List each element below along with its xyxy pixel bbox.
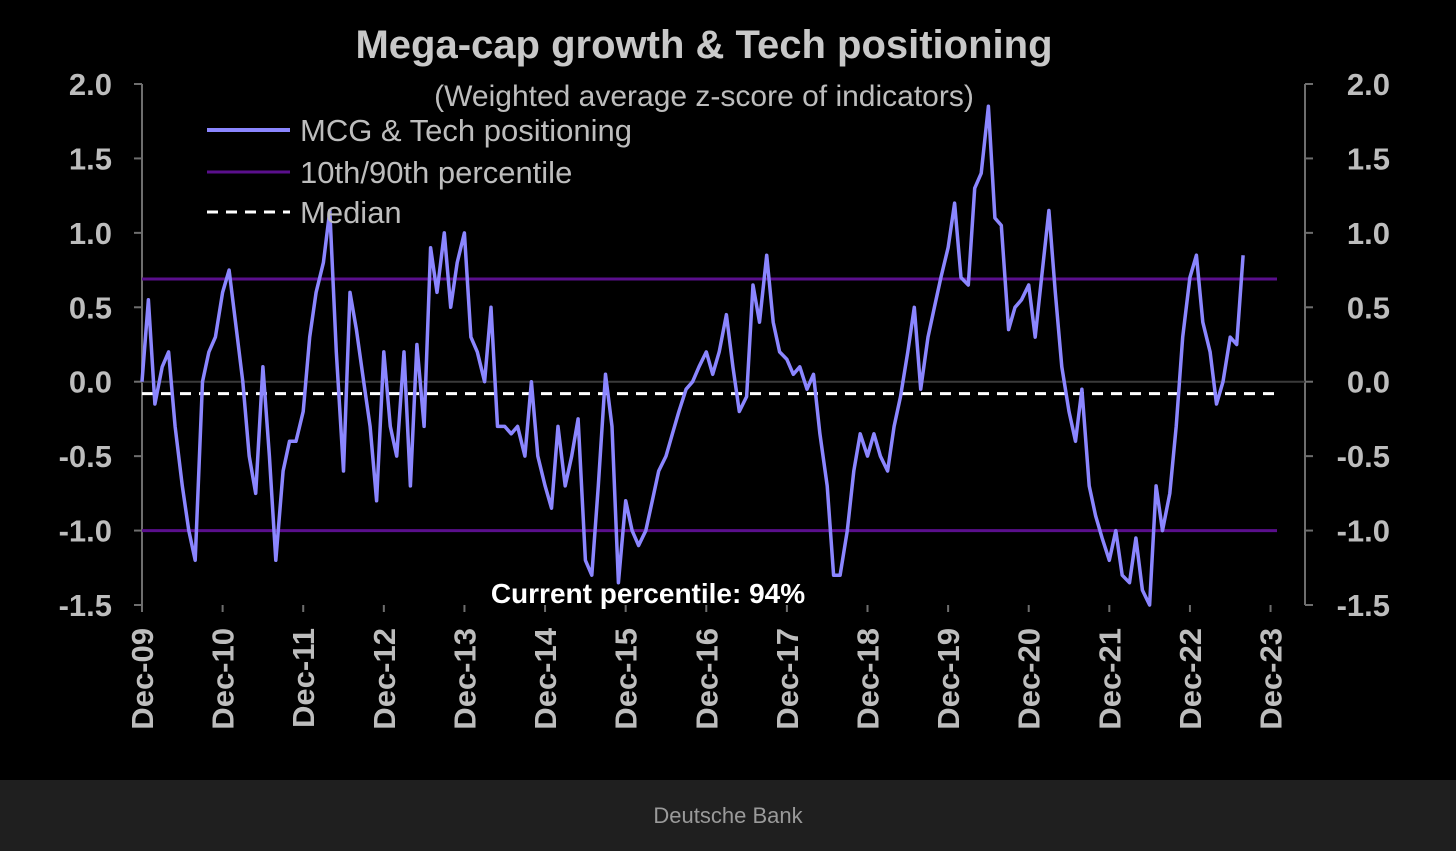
source-label: Deutsche Bank — [653, 802, 803, 828]
legend-label-series: MCG & Tech positioning — [300, 113, 632, 148]
x-tick-label: Dec-19 — [931, 628, 966, 730]
y-tick-label-right: 1.5 — [1347, 141, 1390, 176]
y-tick-label-left: 2.0 — [69, 67, 112, 102]
y-tick-label-right: 0.5 — [1347, 290, 1390, 325]
x-tick-label: Dec-16 — [689, 628, 724, 730]
chart-subtitle: (Weighted average z-score of indicators) — [434, 80, 974, 113]
y-tick-label-right: -1.0 — [1337, 514, 1390, 549]
x-tick-label: Dec-18 — [850, 628, 885, 730]
chart-svg: Mega-cap growth & Tech positioning (Weig… — [59, 23, 1390, 730]
y-tick-label-left: -0.5 — [59, 439, 112, 474]
x-tick-label: Dec-21 — [1092, 628, 1127, 730]
footer: Deutsche Bank — [0, 780, 1456, 851]
x-tick-label: Dec-11 — [286, 628, 321, 728]
x-tick-label: Dec-10 — [206, 628, 241, 730]
legend-label-percentile: 10th/90th percentile — [300, 155, 572, 190]
x-tick-label: Dec-09 — [125, 628, 160, 730]
axes: 2.0 2.0 1.5 1.5 1.0 1.0 0.5 0.5 0.0 0.0 -0.5 -0.5 -1… — [59, 67, 1390, 730]
reference-lines — [142, 277, 1277, 533]
x-tick-label: Dec-14 — [528, 627, 563, 729]
y-tick-label-right: 2.0 — [1347, 67, 1390, 102]
y-tick-label-left: -1.0 — [59, 514, 112, 549]
series-line-mcg-tech — [140, 104, 1245, 607]
x-tick-label: Dec-23 — [1254, 628, 1289, 730]
y-tick-label-right: 0.0 — [1347, 365, 1390, 400]
chart-container: Mega-cap growth & Tech positioning (Weig… — [58, 23, 1390, 730]
current-percentile-annotation: Current percentile: 94% — [491, 578, 805, 609]
chart-title: Mega-cap growth & Tech positioning — [355, 23, 1052, 67]
series-group — [140, 104, 1245, 607]
x-tick-label: Dec-13 — [447, 628, 482, 730]
x-tick-label: Dec-22 — [1173, 628, 1208, 730]
x-tick-label: Dec-15 — [609, 628, 644, 730]
y-tick-label-right: -0.5 — [1337, 439, 1390, 474]
y-tick-label-left: 0.0 — [69, 365, 112, 400]
y-tick-label-left: 0.5 — [69, 290, 112, 325]
y-tick-label-left: 1.0 — [69, 216, 112, 251]
legend: MCG & Tech positioning 10th/90th percent… — [207, 113, 632, 230]
legend-label-median: Median — [300, 195, 402, 230]
y-tick-label-right: -1.5 — [1337, 588, 1390, 623]
y-tick-label-right: 1.0 — [1347, 216, 1390, 251]
y-tick-label-left: 1.5 — [69, 141, 112, 176]
x-tick-label: Dec-12 — [367, 628, 402, 730]
x-tick-label: Dec-20 — [1012, 628, 1047, 730]
y-tick-label-left: -1.5 — [59, 588, 112, 623]
x-tick-label: Dec-17 — [770, 628, 805, 730]
